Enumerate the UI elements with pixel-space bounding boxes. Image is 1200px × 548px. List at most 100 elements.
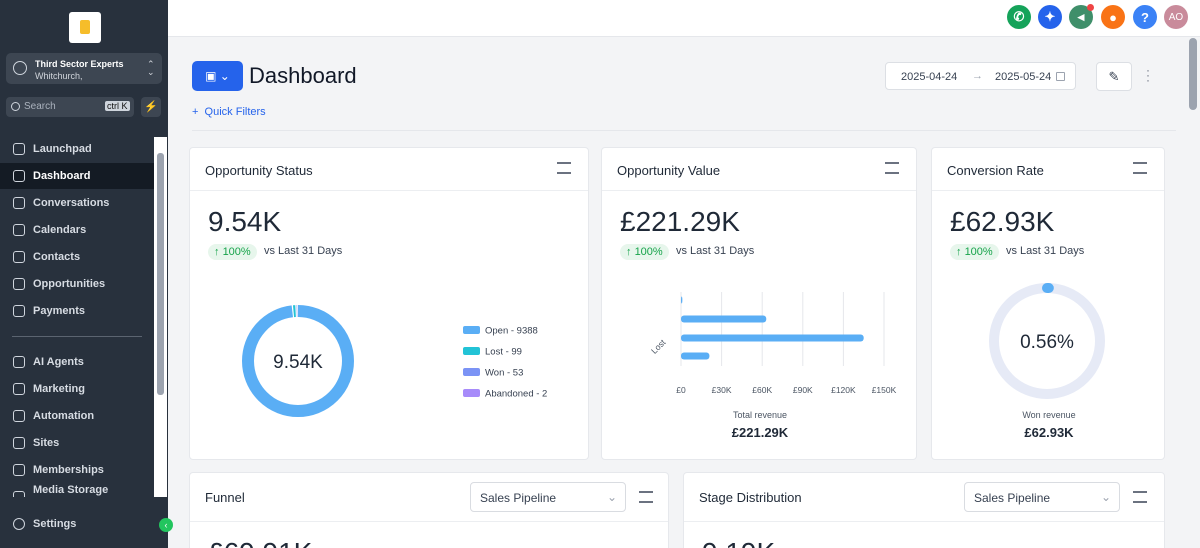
collapse-toggle[interactable]: ‹ — [159, 518, 173, 532]
nav-label: Media Storage — [33, 484, 109, 496]
change-value: 100% — [222, 246, 251, 258]
nav-item[interactable]: Media Storage — [0, 484, 154, 497]
nav-icon — [13, 437, 25, 449]
nav-label: Contacts — [33, 251, 81, 263]
card-value: £221.29K — [620, 206, 740, 237]
footer-value: £221.29K — [731, 425, 789, 440]
quick-filters-label: Quick Filters — [204, 106, 266, 118]
nav-item[interactable]: Memberships — [0, 457, 154, 483]
card-settings[interactable] — [1133, 162, 1147, 174]
card-title: Opportunity Status — [205, 163, 313, 178]
card-divider — [602, 190, 916, 191]
stage-card: Stage Distribution Sales Pipeline ⌄ 9.19K — [683, 472, 1165, 548]
nav-icon — [13, 197, 25, 209]
search-icon — [11, 102, 20, 111]
nav-item[interactable]: AI Agents — [0, 349, 154, 375]
card-value: 9.54K — [208, 206, 282, 237]
nav-icon — [13, 383, 25, 395]
logo[interactable] — [69, 12, 101, 43]
nav-item[interactable]: Calendars — [0, 217, 154, 243]
value-card: Opportunity Value £221.29K ↑ 100% vs Las… — [601, 147, 917, 460]
card-settings[interactable] — [557, 162, 571, 174]
card-title: Conversion Rate — [947, 163, 1044, 178]
edit-button[interactable]: ✎ — [1096, 62, 1132, 91]
nav-label: AI Agents — [33, 356, 84, 368]
nav-item[interactable]: Automation — [0, 403, 154, 429]
nav-item[interactable]: Opportunities — [0, 271, 154, 297]
account-icon — [13, 61, 27, 75]
badge — [1087, 4, 1094, 11]
chevrons: ⌃ ⌄ — [147, 59, 155, 77]
change-badge: ↑ 100% — [208, 244, 257, 260]
nav-icon — [13, 356, 25, 368]
nav-icon — [13, 251, 25, 263]
nav-icon — [13, 305, 25, 317]
nav-item[interactable]: Launchpad — [0, 136, 154, 162]
phone-button[interactable]: ✆ — [1007, 5, 1031, 29]
card-divider — [684, 521, 1164, 522]
search-box[interactable]: Search ctrl K — [6, 97, 134, 117]
date-from: 2025-04-24 — [901, 71, 958, 83]
comparison: vs Last 31 Days — [264, 245, 343, 257]
change-badge: ↑ 100% — [950, 244, 999, 260]
nav-label: Conversations — [33, 197, 110, 209]
card-settings[interactable] — [639, 491, 653, 503]
card-settings[interactable] — [885, 162, 899, 174]
comparison: vs Last 31 Days — [676, 245, 755, 257]
nav-item[interactable]: Sites — [0, 430, 154, 456]
nav-item[interactable]: Payments — [0, 298, 154, 324]
quick-filters[interactable]: + Quick Filters — [192, 106, 266, 118]
change-value: 100% — [964, 246, 993, 258]
nav-icon — [13, 143, 25, 155]
card-title: Stage Distribution — [699, 490, 802, 505]
header-divider — [192, 130, 1176, 131]
nav-icon — [13, 491, 25, 497]
nav-label: Dashboard — [33, 170, 91, 182]
nav-label: Payments — [33, 305, 85, 317]
pipeline-select[interactable]: Sales Pipeline ⌄ — [470, 482, 626, 512]
nav-label: Memberships — [33, 464, 104, 476]
magic-button[interactable]: ✦ — [1038, 5, 1062, 29]
nav-item[interactable]: Marketing — [0, 376, 154, 402]
card-title: Funnel — [205, 490, 245, 505]
notifications-button[interactable]: ● — [1101, 5, 1125, 29]
card-settings[interactable] — [1133, 491, 1147, 503]
settings-link[interactable]: Settings — [0, 511, 154, 537]
nav-item[interactable]: Contacts — [0, 244, 154, 270]
status-card: Opportunity Status 9.54K ↑ 100% vs Last … — [189, 147, 589, 460]
search-placeholder: Search — [24, 101, 56, 112]
change-badge: ↑ 100% — [620, 244, 669, 260]
account-name: Third Sector Experts — [35, 59, 124, 69]
sidebar: Third Sector Experts Whitchurch, ⌃ ⌄ Sear… — [0, 0, 173, 548]
nav-icon — [13, 278, 25, 290]
nav-item[interactable]: Dashboard — [0, 163, 154, 189]
card-value: £69.91K — [208, 537, 312, 548]
page-title: Dashboard — [249, 63, 357, 88]
footer-label: Won revenue — [1022, 410, 1076, 420]
nav-divider — [12, 336, 142, 337]
date-range[interactable]: 2025-04-24 → 2025-05-24 — [885, 62, 1076, 90]
conversion-card: Conversion Rate £62.93K ↑ 100% vs Last 3… — [931, 147, 1165, 460]
nav-label: Automation — [33, 410, 95, 422]
nav-icon — [13, 224, 25, 236]
help-button[interactable]: ? — [1133, 5, 1157, 29]
settings-label: Settings — [33, 518, 77, 530]
pipeline-select[interactable]: Sales Pipeline ⌄ — [964, 482, 1120, 512]
nav-label: Sites — [33, 437, 60, 449]
account-switcher[interactable]: Third Sector Experts Whitchurch, ⌃ ⌄ — [6, 53, 162, 84]
sidebar-scrollbar[interactable] — [154, 137, 167, 497]
nav-item[interactable]: Conversations — [0, 190, 154, 216]
footer-value: £62.93K — [1024, 425, 1074, 440]
nav-icon — [13, 518, 25, 530]
page-scroll-thumb[interactable] — [1189, 38, 1197, 110]
quick-action[interactable]: ⚡ — [141, 97, 161, 117]
avatar[interactable]: AO — [1164, 5, 1188, 29]
more-button[interactable]: · · · — [1146, 63, 1150, 87]
calendar-icon — [1056, 72, 1065, 81]
page-scrollbar[interactable] — [1188, 38, 1200, 548]
select-value: Sales Pipeline — [480, 491, 557, 505]
dashboard-switcher[interactable]: ▣ ⌄ — [192, 61, 243, 91]
scroll-thumb[interactable] — [157, 153, 164, 395]
date-to: 2025-05-24 — [995, 71, 1052, 83]
